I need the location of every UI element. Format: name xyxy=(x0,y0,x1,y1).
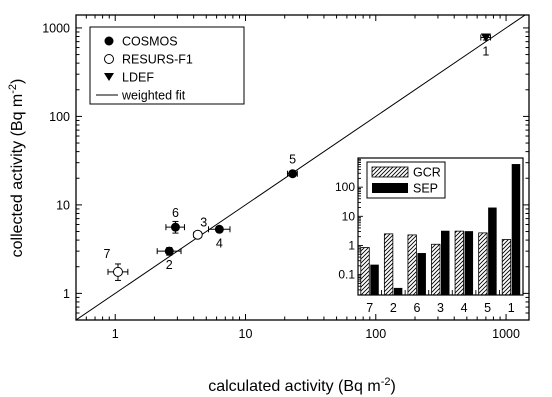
inset-y-tick-label: 1 xyxy=(348,238,355,252)
marker-triangle-down xyxy=(480,33,491,42)
main-plot: 1 10 100 1000 1 10 100 1000 2 6 4 5 7 3 1 xyxy=(42,14,530,341)
point-label: 4 xyxy=(216,236,223,250)
inset-x-tick-label: 4 xyxy=(461,301,468,315)
main-points: 2 6 4 5 7 3 1 xyxy=(104,33,492,281)
inset-bar-gcr xyxy=(478,232,488,296)
inset-x-tick-label: 2 xyxy=(390,301,397,315)
inset-legend: GCR SEP xyxy=(366,161,446,199)
legend-resurs-marker xyxy=(104,54,114,64)
inset-bar-sep xyxy=(464,231,474,295)
point-label: 3 xyxy=(200,216,207,230)
inset-bar-gcr xyxy=(454,230,464,296)
inset-x-tick-label: 7 xyxy=(366,301,373,315)
point-label: 5 xyxy=(289,153,296,167)
inset-x-tick-label: 6 xyxy=(413,301,420,315)
inset-legend-sep-swatch xyxy=(372,183,408,193)
y-tick-label: 100 xyxy=(49,110,70,124)
x-tick-label: 100 xyxy=(365,327,386,341)
main-plot-frame xyxy=(75,14,530,321)
point-label: 2 xyxy=(166,258,173,272)
inset-bar-sep xyxy=(417,253,426,295)
inset-bar-sep xyxy=(441,230,450,295)
marker-filled-circle xyxy=(170,222,180,232)
inset-x-tick-label: 1 xyxy=(508,301,515,315)
point-label: 6 xyxy=(172,206,179,220)
data-point: 6 xyxy=(165,206,185,234)
x-tick-label: 10 xyxy=(239,327,253,341)
legend-resurs-label: RESURS-F1 xyxy=(122,53,193,67)
inset-category: 4 xyxy=(451,230,474,315)
y-tick-label: 10 xyxy=(56,198,70,212)
inset-y-tick-label: 10 xyxy=(342,209,356,223)
main-legend-box xyxy=(89,26,245,105)
point-label: 1 xyxy=(482,44,489,58)
legend-ldef-marker xyxy=(104,73,114,81)
inset-bar-sep xyxy=(370,264,379,295)
x-tick-label: 1000 xyxy=(492,327,520,341)
x-axis-label: calculated activity (Bq m-2) xyxy=(208,376,396,395)
inset-bar-gcr xyxy=(383,233,394,296)
y-tick-label: 1 xyxy=(63,287,70,301)
main-ticks: 1 10 100 1000 1 10 100 1000 xyxy=(42,15,529,341)
inset-legend-sep-label: SEP xyxy=(413,182,438,196)
inset-legend-gcr-label: GCR xyxy=(413,166,441,180)
inset-bar-sep xyxy=(511,164,521,295)
inset-bar-sep xyxy=(488,207,497,295)
inset-bar-gcr xyxy=(360,247,370,296)
inset-bar-chart: 0.1 1 10 100 7 2 6 3 4 5 1 GCR SEP xyxy=(335,157,524,315)
inset-x-tick-label: 5 xyxy=(484,301,491,315)
marker-open-circle xyxy=(192,229,203,240)
marker-filled-circle xyxy=(164,246,174,256)
inset-legend-gcr-swatch xyxy=(371,166,409,178)
data-point: 1 xyxy=(480,33,492,58)
marker-filled-circle xyxy=(214,224,224,234)
data-point: 2 xyxy=(156,246,182,272)
inset-bar-gcr xyxy=(501,239,512,296)
main-legend: COSMOS RESURS-F1 LDEF weighted fit xyxy=(89,26,245,105)
legend-cosmos-marker xyxy=(104,36,114,46)
inset-x-tick-label: 3 xyxy=(437,301,444,315)
data-point: 3 xyxy=(192,216,207,240)
x-tick-label: 1 xyxy=(112,327,119,341)
inset-bar-sep xyxy=(393,287,403,295)
inset-frame xyxy=(357,157,524,296)
inset-bar-gcr xyxy=(407,234,417,296)
data-point: 5 xyxy=(286,153,298,179)
weighted-fit-line xyxy=(76,15,526,320)
legend-fit-label: weighted fit xyxy=(121,89,186,103)
y-axis-label: collected activity (Bq m-2) xyxy=(7,79,26,258)
inset-bars: 7 2 6 3 4 5 1 xyxy=(360,164,521,315)
data-point: 7 xyxy=(104,247,129,281)
inset-y-tick-label: 0.1 xyxy=(338,268,355,282)
marker-filled-circle xyxy=(288,169,298,179)
y-tick-label: 1000 xyxy=(42,21,70,35)
inset-y-tick-label: 100 xyxy=(335,180,355,194)
inset-bar-gcr xyxy=(431,243,441,296)
legend-cosmos-label: COSMOS xyxy=(122,35,178,49)
point-label: 7 xyxy=(104,247,111,261)
marker-open-circle xyxy=(112,266,123,277)
data-point: 4 xyxy=(207,224,231,250)
legend-ldef-label: LDEF xyxy=(122,71,154,85)
